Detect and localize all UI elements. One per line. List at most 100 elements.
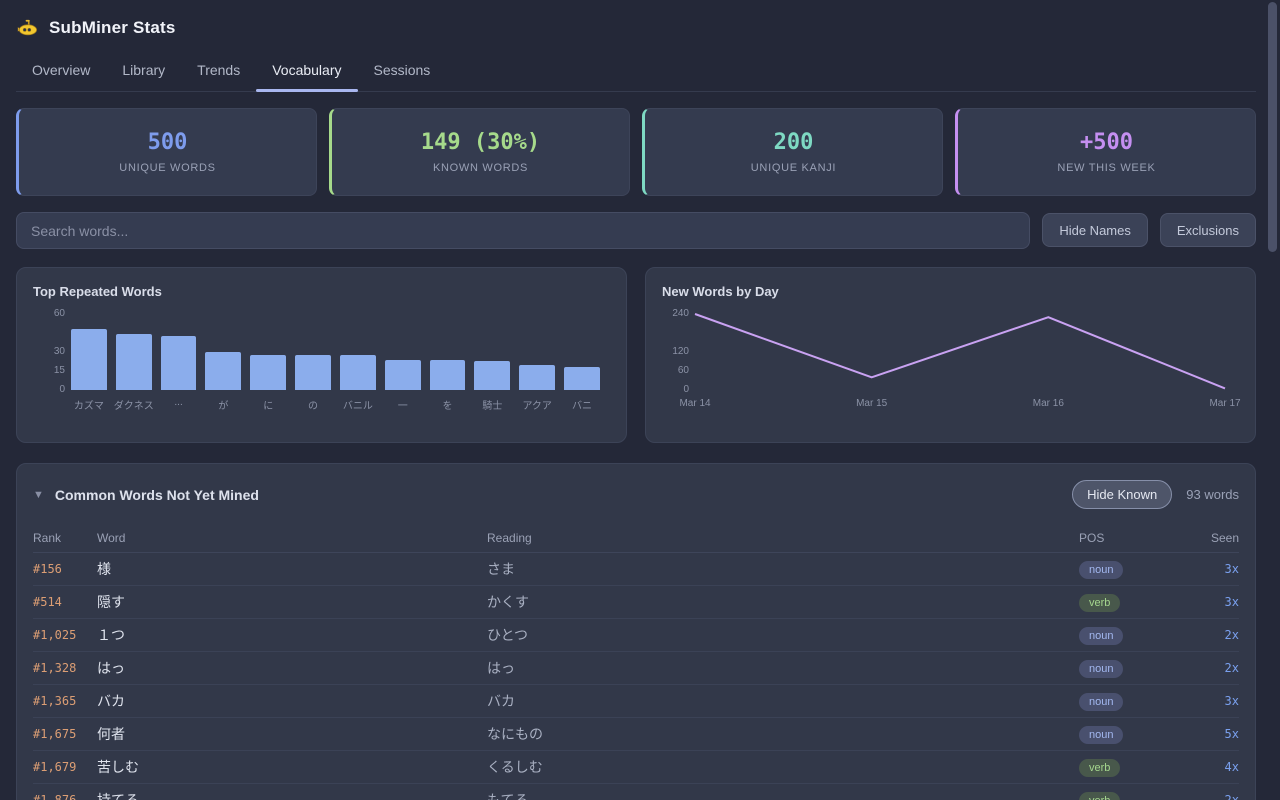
column-header-seen: Seen	[1210, 530, 1239, 545]
hide-names-button[interactable]: Hide Names	[1042, 213, 1148, 247]
stat-label: UNIQUE WORDS	[119, 162, 216, 174]
stat-label: UNIQUE KANJI	[750, 162, 837, 174]
charts-row: Top Repeated Words 0 15 30 60 カズマ ダクネス... がにの…	[16, 267, 1256, 443]
table-row[interactable]: #1,328 はっ はっ noun 2x	[33, 652, 1239, 685]
cell-rank: #1,679	[33, 760, 77, 774]
pos-badge: noun	[1079, 659, 1124, 678]
stat-value: 200	[773, 130, 814, 155]
cell-rank: #156	[33, 562, 62, 576]
stat-label: KNOWN WORDS	[432, 162, 529, 174]
line-series	[695, 314, 1225, 390]
cell-reading: もてる	[487, 792, 529, 800]
tab-vocabulary[interactable]: Vocabulary	[256, 52, 358, 92]
cell-seen: 2x	[1224, 628, 1239, 642]
table-header-actions: Hide Known 93 words	[1072, 480, 1239, 509]
table-header: ▼ Common Words Not Yet Mined Hide Known …	[17, 464, 1255, 523]
bar-x-label: 騎士	[482, 401, 503, 412]
table-title: Common Words Not Yet Mined	[54, 486, 259, 503]
cell-word: はっ	[97, 660, 125, 676]
cell-reading: バカ	[487, 693, 515, 709]
cell-reading: なにもの	[487, 726, 543, 742]
common-words-table-card: ▼ Common Words Not Yet Mined Hide Known …	[16, 463, 1256, 800]
new-words-by-day-chart: New Words by Day 0 60 120 240 Mar 14 Mar 15 M…	[645, 267, 1256, 443]
cell-rank: #1,025	[33, 628, 77, 642]
bar-x-label: に	[263, 401, 274, 412]
cell-pos: verb	[1079, 758, 1179, 777]
cell-word: 苦しむ	[97, 759, 139, 775]
bar: ...	[160, 314, 197, 408]
cell-seen: 2x	[1224, 661, 1239, 675]
cell-word: 持てる	[97, 792, 139, 800]
tab-trends[interactable]: Trends	[181, 52, 256, 91]
line-plot: 0 60 120 240 Mar 14 Mar 15 Mar 16 Mar 17	[672, 308, 1241, 409]
cell-seen: 2x	[1224, 793, 1239, 800]
column-header-pos: POS	[1079, 530, 1105, 545]
cell-reading: かくす	[487, 594, 529, 610]
stat-card-unique-kanji: 200 UNIQUE KANJI	[642, 108, 943, 196]
tab-library[interactable]: Library	[106, 52, 181, 91]
table-row[interactable]: #1,675 何者 なにもの noun 5x	[33, 718, 1239, 751]
cell-word: 様	[97, 561, 111, 577]
cell-seen: 3x	[1224, 562, 1239, 576]
table-row[interactable]: #1,679 苦しむ くるしむ verb 4x	[33, 751, 1239, 784]
table-row[interactable]: #1,025 １つ ひとつ noun 2x	[33, 619, 1239, 652]
cell-pos: noun	[1079, 659, 1179, 678]
pos-badge: verb	[1079, 758, 1121, 777]
tab-sessions[interactable]: Sessions	[358, 52, 447, 91]
cell-rank: #1,365	[33, 694, 77, 708]
stat-label: NEW THIS WEEK	[1057, 162, 1156, 174]
cell-pos: noun	[1079, 626, 1179, 645]
bar: ダクネス	[114, 314, 154, 412]
cell-seen: 3x	[1224, 595, 1239, 609]
cell-rank: #1,675	[33, 727, 77, 741]
bar-x-label: が	[218, 401, 229, 412]
table-column-headers: Rank Word Reading POS Seen	[33, 523, 1239, 553]
page-scrollbar	[1268, 0, 1277, 800]
stat-card-new-this-week: +500 NEW THIS WEEK	[955, 108, 1256, 196]
bar-x-label: ダクネス	[113, 401, 154, 412]
table-row[interactable]: #1,365 バカ バカ noun 3x	[33, 685, 1239, 718]
cell-rank: #514	[33, 595, 62, 609]
cell-reading: ひとつ	[487, 627, 529, 643]
cell-seen: 4x	[1224, 760, 1239, 774]
hide-known-button[interactable]: Hide Known	[1072, 480, 1173, 509]
pos-badge: noun	[1079, 626, 1124, 645]
table-row[interactable]: #1,876 持てる もてる verb 2x	[33, 784, 1239, 800]
bar: カズマ	[71, 314, 107, 412]
bar: 一	[384, 314, 421, 412]
top-repeated-words-chart: Top Repeated Words 0 15 30 60 カズマ ダクネス... がにの…	[16, 267, 627, 443]
scrollbar-thumb[interactable]	[1268, 2, 1277, 252]
table-row[interactable]: #514 隠す かくす verb 3x	[33, 586, 1239, 619]
cell-pos: noun	[1079, 692, 1179, 711]
stat-card-unique-words: 500 UNIQUE WORDS	[16, 108, 317, 196]
cell-word: 何者	[97, 726, 125, 742]
search-input[interactable]	[16, 212, 1031, 249]
pos-badge: noun	[1079, 560, 1124, 579]
bar-series: カズマ ダクネス... が に の バニル 一 を 騎士 アクア バニ	[71, 314, 600, 412]
cell-rank: #1,328	[33, 661, 77, 675]
tab-overview[interactable]: Overview	[16, 52, 106, 91]
bar-x-label: 一	[397, 401, 408, 412]
search-toolbar: Hide Names Exclusions	[16, 212, 1256, 249]
table-row[interactable]: #156 様 さま noun 3x	[33, 553, 1239, 586]
bar: に	[250, 314, 287, 412]
bar-x-label: の	[308, 401, 319, 412]
exclusions-button[interactable]: Exclusions	[1159, 213, 1256, 247]
cell-pos: verb	[1079, 593, 1179, 612]
stat-value: +500	[1080, 130, 1133, 155]
bar-plot: 0 15 30 60 カズマ ダクネス... がにのバニル一を騎士 アクア バニ	[54, 308, 600, 412]
bar: バニル	[339, 314, 376, 412]
pos-badge: verb	[1079, 593, 1121, 612]
bar: が	[205, 314, 242, 412]
column-header-reading: Reading	[487, 530, 532, 545]
bar-x-label: バニル	[342, 401, 373, 412]
bar: 騎士	[474, 314, 511, 412]
pos-badge: noun	[1079, 692, 1124, 711]
cell-pos: noun	[1079, 725, 1179, 744]
bar: を	[429, 314, 466, 412]
chart-title: Top Repeated Words	[33, 284, 162, 299]
cell-word: １つ	[97, 627, 125, 643]
page-title: SubMiner Stats	[49, 17, 176, 37]
cell-seen: 5x	[1224, 727, 1239, 741]
collapse-icon[interactable]: ▼	[33, 488, 44, 501]
